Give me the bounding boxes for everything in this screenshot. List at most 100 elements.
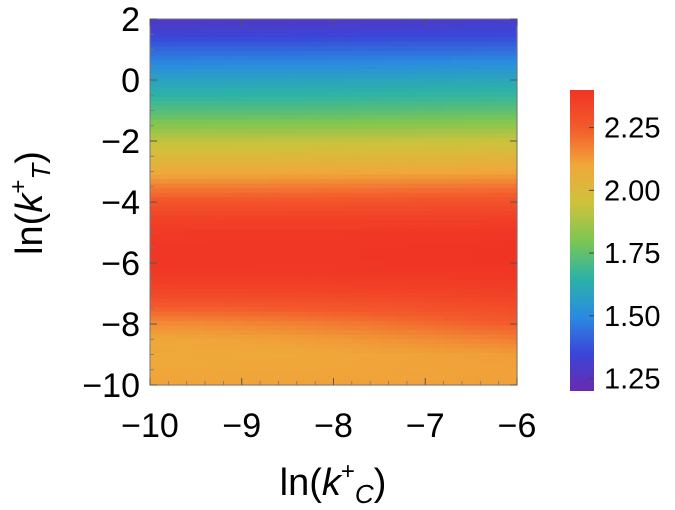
heatmap-cell [250,234,261,240]
heatmap-cell [361,174,371,180]
heatmap-cell [370,64,380,70]
heatmap-cell [379,60,390,66]
heatmap-cell [379,357,390,363]
heatmap-cell [333,105,344,112]
heatmap-cell [416,266,426,272]
heatmap-cell [416,220,426,226]
heatmap-cell [397,279,408,285]
heatmap-cell [351,128,362,134]
heatmap-cell [177,28,188,34]
heatmap-cell [305,266,316,272]
heatmap-cell [425,55,436,61]
heatmap-cell [425,380,436,386]
heatmap-cell [269,133,280,139]
heatmap-cell [507,142,518,148]
heatmap-cell [351,298,362,304]
heatmap-cell [260,128,270,134]
heatmap-cell [333,311,344,317]
heatmap-cell [232,179,243,185]
heatmap-cell [177,352,188,359]
heatmap-cell [471,19,481,25]
heatmap-cell [370,256,380,263]
heatmap-cell [278,96,289,102]
heatmap-cell [287,311,298,317]
heatmap-cell [379,352,390,359]
heatmap-cell [351,202,362,208]
heatmap-cell [186,60,197,66]
heatmap-cell [416,202,426,208]
heatmap-cell [379,343,390,349]
heatmap-cell [342,366,353,372]
heatmap-cell [287,160,298,166]
heatmap-cell [452,78,463,84]
heatmap-cell [416,357,426,363]
heatmap-cell [278,229,289,235]
heatmap-cell [223,147,234,153]
heatmap-cell [269,366,280,372]
heatmap-cell [333,169,344,176]
heatmap-cell [342,55,353,61]
heatmap-cell [305,220,316,226]
heatmap-cell [351,51,362,57]
heatmap-cell [333,284,344,290]
heatmap-cell [333,357,344,363]
heatmap-cell [370,261,380,267]
heatmap-cell [480,270,491,276]
heatmap-cell [159,124,169,130]
heatmap-cell [195,137,206,144]
heatmap-cell [388,115,399,121]
heatmap-cell [379,307,390,313]
heatmap-cell [342,151,353,157]
heatmap-cell [269,87,280,93]
heatmap-cell [388,339,399,345]
heatmap-cell [406,348,417,354]
heatmap-cell [425,316,436,322]
heatmap-cell [205,275,215,281]
heatmap-cell [223,92,234,98]
heatmap-cell [397,284,408,290]
heatmap-cell [296,348,307,354]
heatmap-cell [434,380,445,386]
heatmap-cell [315,115,325,121]
heatmap-cell [241,357,252,363]
heatmap-cell [305,60,316,66]
heatmap-cell [388,348,399,354]
heatmap-cell [333,41,344,48]
heatmap-cell [498,325,509,331]
heatmap-cell [159,92,169,98]
heatmap-cell [489,325,500,331]
heatmap-cell [388,105,399,112]
heatmap-cell [287,375,298,382]
heatmap-cell [397,51,408,57]
heatmap-cell [159,375,169,382]
heatmap-cell [177,288,188,295]
heatmap-cell [168,192,179,199]
heatmap-cell [452,92,463,98]
heatmap-cell [186,147,197,153]
heatmap-cell [406,92,417,98]
heatmap-cell [461,78,472,84]
heatmap-cell [361,202,371,208]
heatmap-cell [250,266,261,272]
heatmap-cell [416,380,426,386]
heatmap-cell [214,211,224,217]
heatmap-cell [159,87,169,93]
heatmap-cell [315,78,325,84]
heatmap-cell [260,192,270,199]
heatmap-cell [471,215,481,221]
heatmap-cell [370,96,380,102]
heatmap-cell [370,46,380,52]
heatmap-cell [416,23,426,29]
heatmap-cell [425,229,436,235]
heatmap-cell [397,307,408,313]
heatmap-cell [205,325,215,331]
heatmap-cell [241,105,252,112]
heatmap-cell [379,316,390,322]
heatmap-cell [177,375,188,382]
heatmap-cell [315,375,325,382]
heatmap-cell [489,51,500,57]
heatmap-cell [416,19,426,25]
heatmap-cell [480,252,491,258]
heatmap-cell [434,55,445,61]
heatmap-cell [278,288,289,295]
